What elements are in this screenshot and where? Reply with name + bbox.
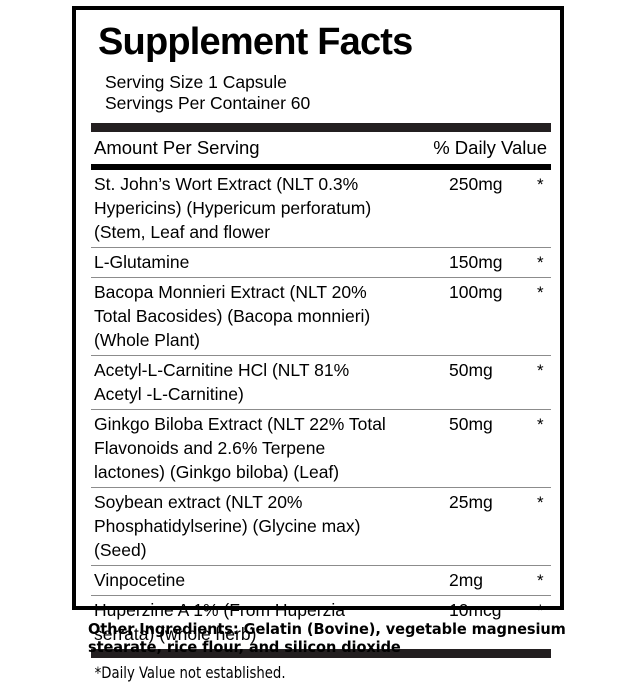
- ingredient-daily-value: *: [537, 493, 544, 512]
- table-row: Huperzine A 1% (From Huperzia serrata) (…: [91, 596, 551, 649]
- ingredient-amount: 50mg: [449, 360, 493, 380]
- table-row: Bacopa Monnieri Extract (NLT 20% Total B…: [91, 278, 551, 355]
- divider-bar-top: [91, 123, 551, 132]
- table-row: St. John’s Wort Extract (NLT 0.3% Hyperi…: [91, 170, 551, 247]
- ingredient-name: St. John’s Wort Extract (NLT 0.3% Hyperi…: [94, 174, 372, 242]
- amount-per-serving-header: Amount Per Serving: [94, 137, 260, 158]
- row-divider: [91, 247, 551, 248]
- ingredient-amount: 150mg: [449, 252, 503, 272]
- servings-per-container: Servings Per Container 60: [105, 93, 311, 113]
- ingredient-amount: 25mg: [449, 492, 493, 512]
- ingredient-name: Bacopa Monnieri Extract (NLT 20% Total B…: [94, 282, 371, 350]
- table-row: Vinpocetine 2mg *: [91, 566, 551, 595]
- serving-info: Serving Size 1 Capsule Servings Per Cont…: [105, 72, 551, 114]
- ingredient-name: Ginkgo Biloba Extract (NLT 22% Total Fla…: [94, 414, 386, 482]
- row-divider: [91, 487, 551, 488]
- ingredient-daily-value: *: [537, 175, 544, 194]
- table-header-row: Amount Per Serving % Daily Value: [91, 132, 551, 164]
- ingredient-amount: 2mg: [449, 570, 484, 590]
- ingredient-name: Huperzine A 1% (From Huperzia serrata) (…: [94, 600, 345, 644]
- ingredient-amount: 50mg: [449, 414, 493, 434]
- ingredient-name: Soybean extract (NLT 20% Phosphatidylser…: [94, 492, 361, 560]
- ingredient-daily-value: *: [537, 283, 544, 302]
- divider-bar-header: [91, 164, 551, 170]
- row-divider: [91, 409, 551, 410]
- daily-value-header: % Daily Value: [433, 137, 547, 158]
- table-row: Soybean extract (NLT 20% Phosphatidylser…: [91, 488, 551, 565]
- ingredient-name: Vinpocetine: [94, 570, 186, 590]
- ingredient-name: Acetyl-L-Carnitine HCl (NLT 81% Acetyl -…: [94, 360, 350, 404]
- ingredient-amount: 250mg: [449, 174, 503, 194]
- table-row: L-Glutamine 150mg *: [91, 248, 551, 277]
- ingredient-name: L-Glutamine: [94, 252, 190, 272]
- other-ingredients: Other Ingredients: Gelatin (Bovine), veg…: [88, 620, 577, 656]
- ingredient-table: St. John’s Wort Extract (NLT 0.3% Hyperi…: [91, 170, 551, 649]
- serving-size: Serving Size 1 Capsule: [105, 72, 287, 92]
- row-divider: [91, 355, 551, 356]
- other-ingredients-line-2: stearate, rice flour, and silicon dioxid…: [88, 638, 401, 656]
- row-divider: [91, 565, 551, 566]
- table-row: Ginkgo Biloba Extract (NLT 22% Total Fla…: [91, 410, 551, 487]
- ingredient-daily-value: *: [537, 415, 544, 434]
- page-title: Supplement Facts: [98, 21, 413, 63]
- supplement-facts-panel: Supplement Facts Serving Size 1 Capsule …: [72, 6, 564, 682]
- daily-value-footnote: *Daily Value not established.: [94, 663, 286, 682]
- ingredient-amount: 10mcg: [449, 600, 502, 620]
- table-row: Acetyl-L-Carnitine HCl (NLT 81% Acetyl -…: [91, 356, 551, 409]
- supplement-facts-label: Supplement Facts Serving Size 1 Capsule …: [72, 6, 566, 682]
- ingredient-daily-value: *: [537, 601, 544, 620]
- row-divider: [91, 595, 551, 596]
- other-ingredients-line-1: Other Ingredients: Gelatin (Bovine), veg…: [88, 620, 566, 638]
- ingredient-amount: 100mg: [449, 282, 503, 302]
- ingredient-daily-value: *: [537, 361, 544, 380]
- ingredient-daily-value: *: [537, 571, 544, 590]
- ingredient-daily-value: *: [537, 253, 544, 272]
- row-divider: [91, 277, 551, 278]
